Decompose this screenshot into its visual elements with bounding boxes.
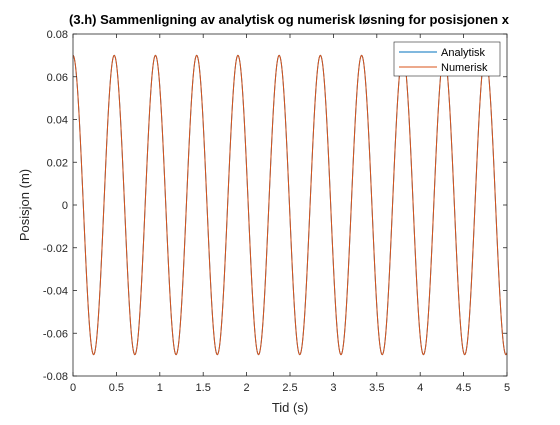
y-tick-label: 0.08 xyxy=(47,29,68,41)
plot-area xyxy=(73,34,507,376)
y-axis-label: Posisjon (m) xyxy=(17,169,32,241)
x-axis-ticks: 0 0.5 1 1.5 2 2.5 3 3.5 4 4.5 5 xyxy=(70,34,510,394)
x-tick-label: 2.5 xyxy=(282,382,297,394)
x-tick-label: 4.5 xyxy=(456,382,471,394)
x-tick-label: 4 xyxy=(417,382,423,394)
x-tick-label: 3.5 xyxy=(369,382,384,394)
x-tick-label: 1.5 xyxy=(196,382,211,394)
x-axis-label: Tid (s) xyxy=(272,400,308,415)
legend: Analytisk Numerisk xyxy=(393,41,501,77)
legend-label-analytisk: Analytisk xyxy=(441,47,486,59)
x-tick-label: 0.5 xyxy=(109,382,124,394)
y-tick-label: 0.02 xyxy=(47,157,68,169)
y-tick-label: 0 xyxy=(62,200,68,212)
y-tick-label: 0.06 xyxy=(47,72,68,84)
y-tick-label: -0.04 xyxy=(43,286,68,298)
y-tick-label: -0.06 xyxy=(43,328,68,340)
x-tick-label: 3 xyxy=(330,382,336,394)
x-tick-label: 5 xyxy=(504,382,510,394)
legend-box xyxy=(393,41,501,77)
x-tick-label: 2 xyxy=(244,382,250,394)
y-axis-ticks: -0.08 -0.06 -0.04 -0.02 0 0.02 0.04 0.06 0.08 xyxy=(43,29,507,383)
y-tick-label: -0.02 xyxy=(43,243,68,255)
series-line-numerisk xyxy=(73,54,507,356)
chart-title: (3.h) Sammenligning av analytisk og nume… xyxy=(69,12,510,27)
y-tick-label: 0.04 xyxy=(47,115,68,127)
series-layer xyxy=(73,54,507,356)
x-tick-label: 0 xyxy=(70,382,76,394)
y-tick-label: -0.08 xyxy=(43,371,68,383)
x-tick-label: 1 xyxy=(157,382,163,394)
legend-label-numerisk: Numerisk xyxy=(441,62,488,74)
